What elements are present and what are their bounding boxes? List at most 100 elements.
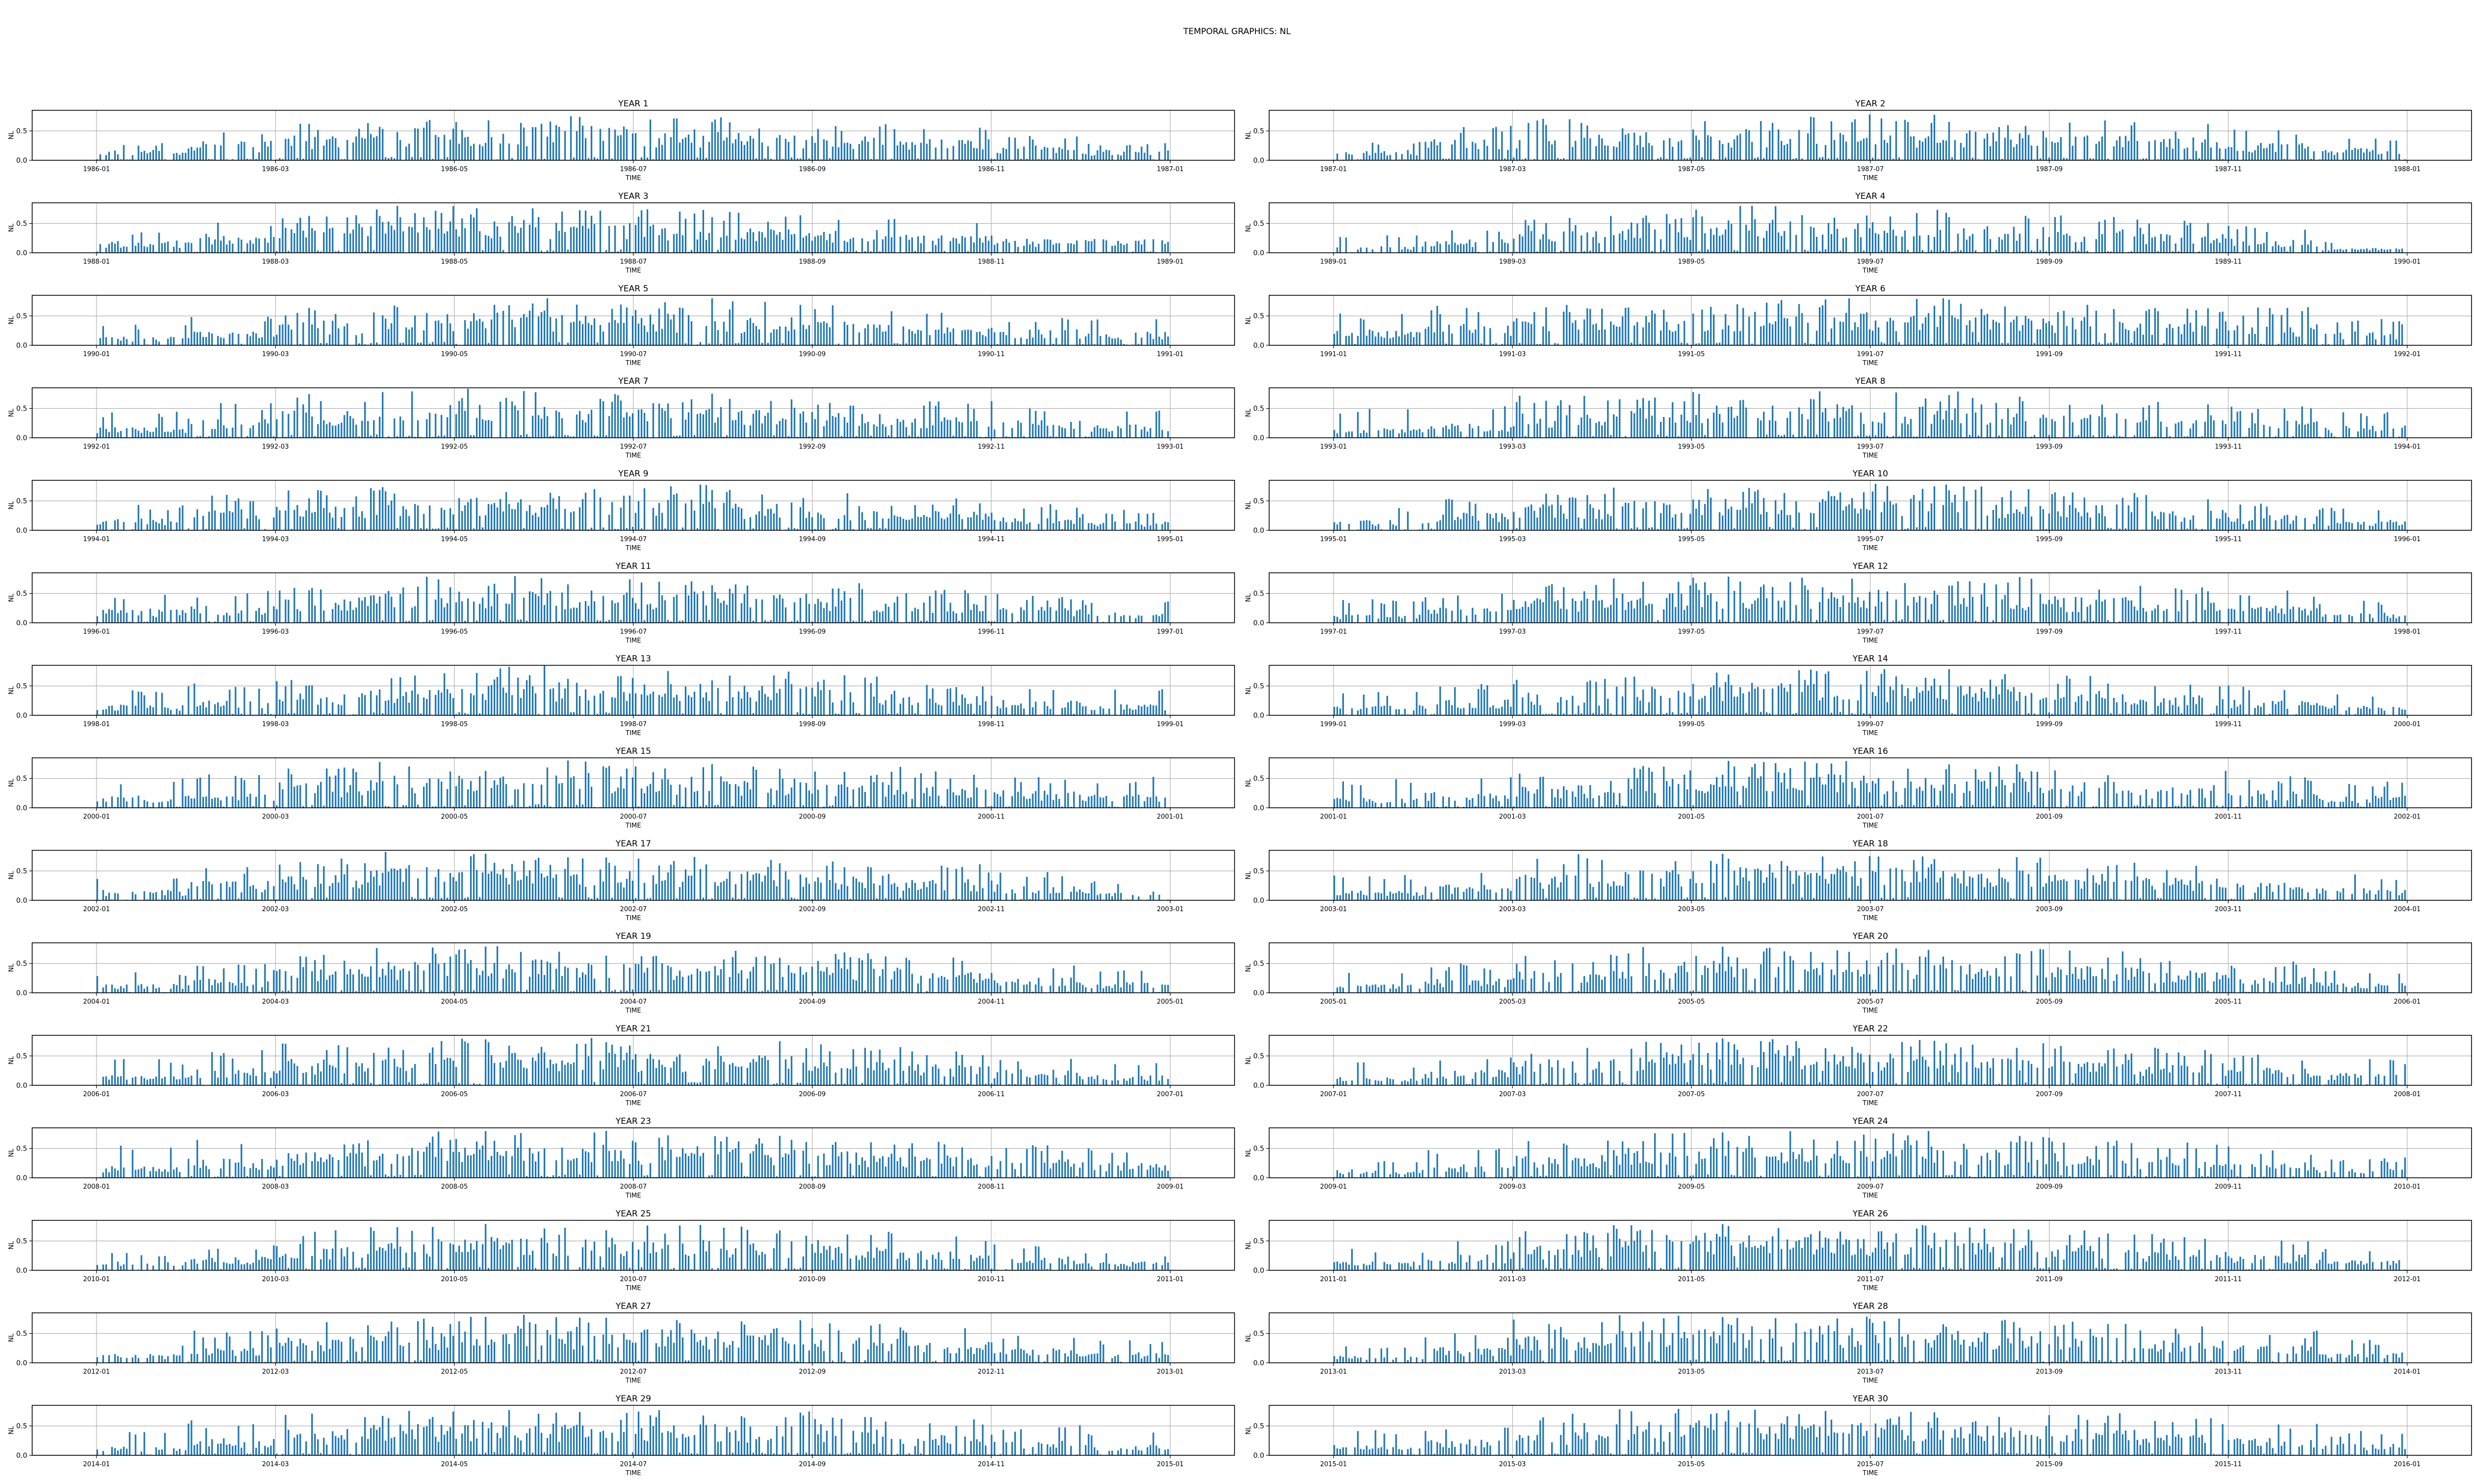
bar [196, 332, 198, 345]
bar [1674, 330, 1676, 345]
bar [229, 511, 231, 530]
bar [2022, 138, 2024, 160]
bar [558, 412, 560, 438]
bar [844, 143, 846, 160]
bar [2131, 600, 2133, 623]
bar [1633, 237, 1635, 253]
bar [814, 236, 816, 253]
bar [540, 124, 542, 160]
x-tick-label: 1992-01 [83, 443, 110, 451]
bar [1442, 514, 1444, 530]
bar [1995, 403, 1997, 438]
bar [1507, 610, 1509, 623]
bar [1960, 250, 1962, 253]
bar [805, 329, 808, 345]
bar [493, 679, 495, 715]
bar [1504, 333, 1506, 345]
bar [2222, 312, 2224, 345]
bar [673, 697, 675, 715]
bar [2336, 615, 2338, 623]
bar [1863, 423, 1865, 438]
bar [2289, 609, 2291, 623]
bar [270, 140, 272, 160]
bar [499, 236, 501, 253]
bar [1557, 343, 1559, 345]
bar [2319, 510, 2321, 530]
bar [2089, 604, 2092, 623]
bar [1501, 594, 1503, 623]
bar [1096, 425, 1098, 438]
bar [688, 412, 690, 438]
bar [528, 591, 531, 623]
bar [905, 593, 907, 623]
bar [1436, 436, 1438, 438]
bar [1483, 139, 1485, 160]
bar [1017, 148, 1019, 160]
bar [317, 424, 319, 438]
bar [688, 695, 690, 715]
bar [1636, 400, 1638, 438]
bar [379, 596, 381, 623]
bar [2019, 133, 2021, 160]
bar [1919, 140, 1921, 160]
bar [926, 620, 928, 623]
bar [1751, 503, 1753, 530]
bar [699, 621, 702, 623]
bar [1845, 313, 1847, 345]
bar [528, 159, 531, 160]
bar [549, 689, 551, 715]
bar [1433, 428, 1435, 438]
bar [2013, 609, 2015, 623]
bar [587, 414, 590, 438]
bar [1936, 595, 1939, 623]
bar [732, 594, 734, 623]
bar [167, 431, 169, 438]
bar [1049, 159, 1051, 160]
bar [1052, 244, 1054, 253]
chart-title: YEAR 13 [615, 654, 651, 664]
bar [1360, 247, 1362, 253]
bar [111, 412, 113, 438]
bar [138, 329, 140, 345]
x-tick-label: 1993-11 [2215, 443, 2241, 451]
bar [2078, 612, 2080, 623]
bar [223, 425, 225, 438]
bar [861, 589, 863, 623]
bar [2125, 597, 2127, 623]
bar [258, 152, 260, 160]
bar [1954, 605, 1956, 623]
bar [1995, 250, 1997, 253]
bar [155, 145, 157, 160]
bar [797, 250, 799, 253]
bar [2295, 336, 2297, 345]
bar [1348, 524, 1350, 530]
bar [399, 416, 401, 438]
bar [2060, 215, 2062, 253]
bar [102, 610, 104, 623]
x-tick-label: 1987-03 [1499, 166, 1526, 173]
bar [1780, 607, 1782, 623]
bar [991, 327, 993, 345]
bar [1798, 130, 1800, 160]
bar [755, 158, 757, 160]
bar [976, 148, 978, 160]
bar [2163, 139, 2165, 160]
bar [293, 510, 295, 530]
bar [2360, 249, 2362, 253]
bar [1416, 155, 1418, 160]
bar [1810, 117, 1812, 160]
bar [364, 344, 366, 345]
bar [261, 708, 263, 715]
bar [135, 522, 137, 530]
bar [720, 343, 722, 345]
bar [1475, 329, 1476, 345]
bar [679, 701, 681, 715]
bar [2398, 154, 2400, 160]
bar [537, 415, 540, 438]
x-tick-label: 1990-05 [441, 351, 468, 358]
bar [579, 411, 581, 438]
bar [649, 694, 651, 715]
bar [929, 517, 931, 530]
bar [2286, 308, 2288, 345]
